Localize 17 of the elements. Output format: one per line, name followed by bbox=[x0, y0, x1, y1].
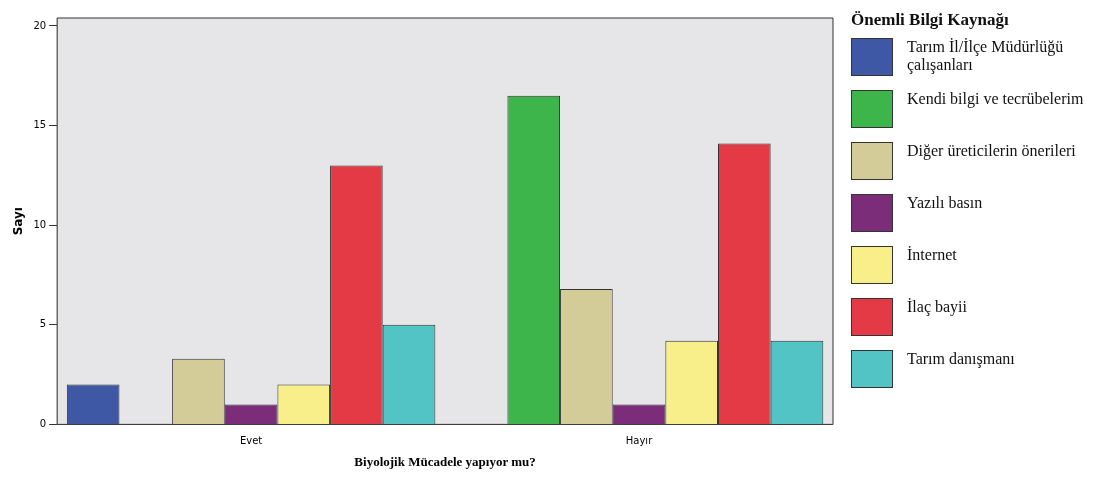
legend-label: Kendi bilgi ve tecrübelerim bbox=[907, 90, 1085, 108]
x-tick-label: Hayır bbox=[625, 434, 654, 446]
y-tick-label: 20 bbox=[33, 19, 47, 31]
legend-label: İlaç bayii bbox=[907, 298, 968, 316]
x-tick-label: Evet bbox=[239, 434, 263, 446]
legend-label: Tarım İl/İlçe Müdürlüğü çalışanları bbox=[907, 38, 1065, 74]
legend-label: Diğer üreticilerin önerileri bbox=[907, 142, 1077, 160]
legend-label: İnternet bbox=[907, 246, 958, 264]
y-tick-label: 15 bbox=[33, 119, 47, 131]
legend-label: Yazılı basın bbox=[907, 194, 984, 212]
legend-label: Tarım danışmanı bbox=[907, 350, 1016, 368]
y-tick-label: 0 bbox=[39, 417, 47, 429]
x-axis-title: Biyolojik Mücadele yapıyor mu? bbox=[354, 453, 536, 469]
y-tick-label: 10 bbox=[33, 218, 47, 230]
legend-title: Önemli Bilgi Kaynağı bbox=[851, 10, 1010, 30]
y-tick-label: 5 bbox=[39, 318, 47, 330]
y-axis-title: Sayı bbox=[11, 207, 26, 236]
